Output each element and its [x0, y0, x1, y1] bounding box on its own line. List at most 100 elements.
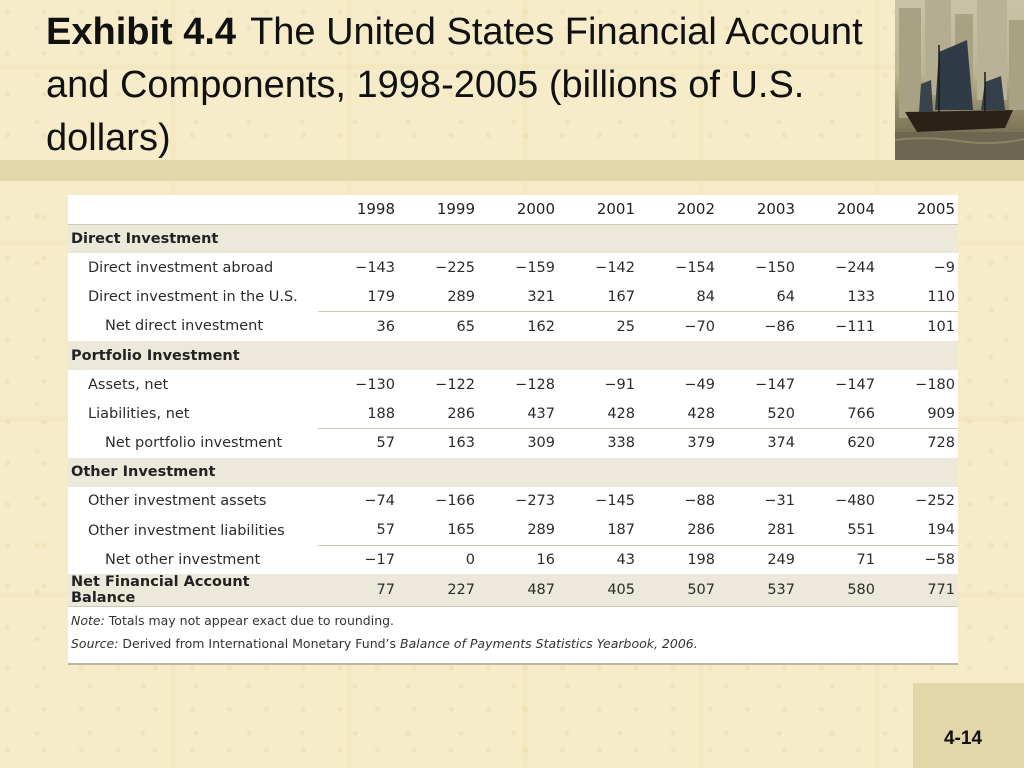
row-label: Liabilities, net	[88, 405, 190, 422]
table-cell: −111	[798, 311, 878, 341]
table-cell: 551	[847, 522, 875, 539]
table-cell: −225	[435, 259, 475, 276]
table-cell: 57	[376, 522, 395, 539]
table-cell: −166	[435, 493, 475, 510]
table-cell: −150	[755, 259, 795, 276]
table-cell: 162	[478, 311, 558, 341]
section-heading-row: Direct Investment	[68, 224, 958, 254]
table-cell: 437	[527, 405, 555, 422]
year-header: 2005	[878, 195, 958, 225]
slide-number: 4-14	[943, 728, 983, 749]
table-cell: −142	[595, 259, 635, 276]
table-cell: 16	[478, 544, 558, 575]
harbor-junk-boat-photo	[895, 0, 1024, 162]
table-cell: 163	[398, 427, 478, 458]
row-label: Net portfolio investment	[105, 435, 283, 452]
table-cell: 249	[718, 544, 798, 575]
table-cell: −9	[933, 259, 955, 276]
table-cell: −86	[718, 311, 798, 341]
rounding-note: Note: Totals may not appear exact due to…	[71, 609, 698, 632]
table-cell: −128	[515, 376, 555, 393]
financial-account-table-panel: 1998 1999 2000 2001 2002 2003 2004 2005 …	[68, 195, 958, 665]
table-cell: 101	[878, 311, 958, 341]
table-cell: 77	[318, 574, 398, 608]
table-cell: 580	[798, 574, 878, 608]
table-row: Direct investment abroad −143 −225 −159 −142…	[68, 253, 958, 282]
year-header: 2001	[558, 195, 638, 225]
year-header: 2000	[478, 195, 558, 225]
row-label: Net Financial Account Balance	[68, 574, 318, 608]
table-cell: 405	[558, 574, 638, 608]
table-row: Other investment assets −74 −166 −273 −145 −8…	[68, 487, 958, 516]
year-header: 2004	[798, 195, 878, 225]
table-cell: −180	[915, 376, 955, 393]
source-label: Source:	[71, 636, 119, 651]
table-cell: −49	[684, 376, 715, 393]
section-heading: Other Investment	[68, 457, 958, 487]
table-cell: −273	[515, 493, 555, 510]
table-cell: −147	[755, 376, 795, 393]
table-cell: 620	[798, 427, 878, 458]
table-cell: 198	[638, 544, 718, 575]
table-cell: 64	[776, 288, 795, 305]
table-cell: 281	[767, 522, 795, 539]
table-cell: 167	[607, 288, 635, 305]
table-cell: 133	[847, 288, 875, 305]
table-cell: −91	[604, 376, 635, 393]
total-row: Net Financial Account Balance 77 227 487 405…	[68, 574, 958, 608]
table-cell: 289	[527, 522, 555, 539]
note-text: Totals may not appear exact due to round…	[108, 613, 395, 628]
table-cell: 321	[527, 288, 555, 305]
table-cell: −31	[764, 493, 795, 510]
table-cell: 194	[927, 522, 955, 539]
year-header-row: 1998 1999 2000 2001 2002 2003 2004 2005	[68, 195, 958, 225]
table-row: Assets, net −130 −122 −128 −91 −49 −147 −147 −18…	[68, 370, 958, 399]
table-cell: 728	[878, 427, 958, 458]
table-cell: 71	[798, 544, 878, 575]
net-row: Net direct investment 36 65 162 25 −70 −86 −111…	[68, 311, 958, 341]
row-label: Assets, net	[88, 376, 169, 393]
table-cell: 0	[398, 544, 478, 575]
net-row: Net portfolio investment 57 163 309 338 379 37…	[68, 427, 958, 458]
table-cell: −480	[835, 493, 875, 510]
section-heading-row: Other Investment	[68, 457, 958, 487]
table-cell: 520	[767, 405, 795, 422]
table-cell: 57	[318, 427, 398, 458]
slide-number-box	[913, 683, 1024, 768]
table-cell: 227	[398, 574, 478, 608]
table-cell: −122	[435, 376, 475, 393]
row-label: Direct investment in the U.S.	[88, 289, 298, 306]
table-row: Liabilities, net 188 286 437 428 428 520 766 909	[68, 399, 958, 428]
table-cell: 179	[367, 288, 395, 305]
table-cell: 84	[696, 288, 715, 305]
table-cell: −147	[835, 376, 875, 393]
table-cell: −145	[595, 493, 635, 510]
table-cell: −74	[364, 493, 395, 510]
table-cell: −154	[675, 259, 715, 276]
table-cell: 338	[558, 427, 638, 458]
source-title: Balance of Payments Statistics Yearbook,…	[400, 636, 698, 651]
row-label: Direct investment abroad	[88, 259, 274, 276]
table-cell: 771	[878, 574, 958, 608]
table-cell: 65	[398, 311, 478, 341]
row-label: Net direct investment	[105, 318, 264, 335]
table-cell: 165	[447, 522, 475, 539]
header-band	[0, 160, 1024, 181]
table-cell: −159	[515, 259, 555, 276]
table-cell: 187	[607, 522, 635, 539]
table-cell: 43	[558, 544, 638, 575]
table-cell: 909	[927, 405, 955, 422]
section-heading-row: Portfolio Investment	[68, 340, 958, 371]
table-cell: 309	[478, 427, 558, 458]
year-header: 2003	[718, 195, 798, 225]
section-heading: Portfolio Investment	[68, 340, 958, 371]
table-cell: −88	[684, 493, 715, 510]
table-cell: −58	[878, 544, 958, 575]
row-label: Other investment liabilities	[88, 522, 285, 539]
year-header: 1998	[318, 195, 398, 225]
slide-title: Exhibit 4.4 The United States Financial A…	[46, 6, 886, 165]
table-row: Direct investment in the U.S. 179 289 321 16…	[68, 283, 958, 312]
year-header: 1999	[398, 195, 478, 225]
section-heading: Direct Investment	[68, 224, 958, 254]
year-header: 2002	[638, 195, 718, 225]
